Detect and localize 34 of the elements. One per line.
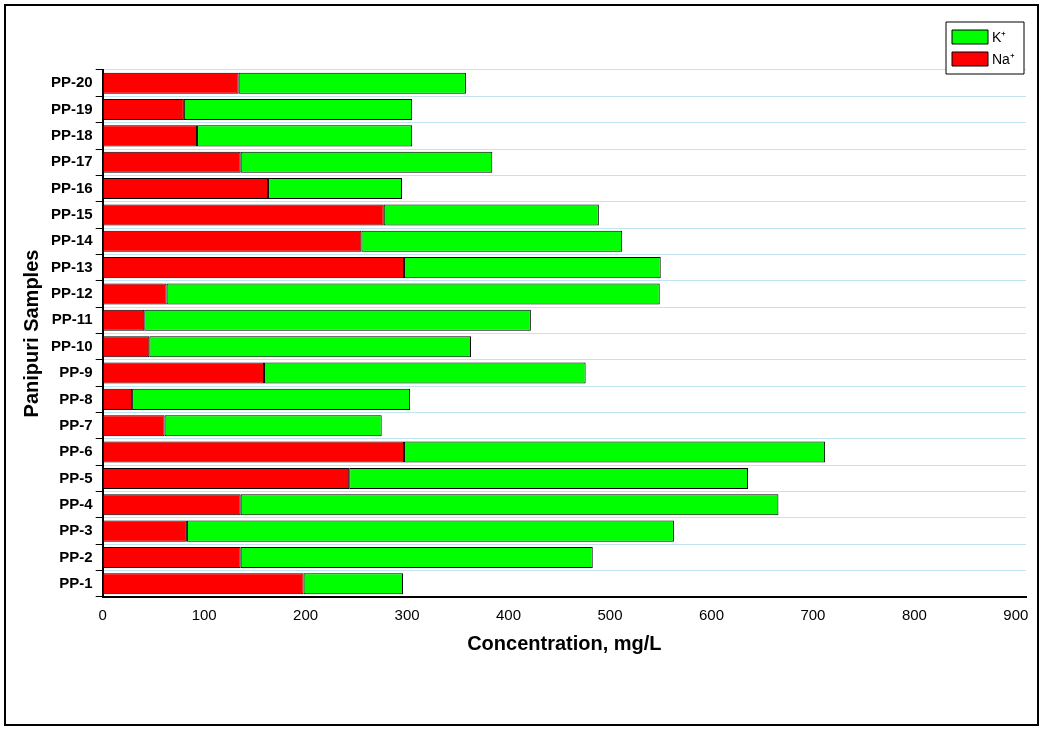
x-tick-label: 600	[698, 606, 724, 624]
y-tick-label: PP-17	[50, 152, 93, 170]
y-tick-label: PP-1	[59, 573, 93, 591]
y-tick-label: PP-4	[59, 494, 94, 512]
y-tick-label: PP-8	[59, 389, 93, 407]
x-tick-label: 700	[800, 606, 826, 624]
y-tick-label: PP-12	[50, 284, 93, 302]
y-tick-label: PP-9	[59, 363, 93, 381]
y-tick-label: PP-20	[50, 73, 93, 91]
y-tick-label: PP-18	[50, 126, 93, 144]
y-tick-label: PP-3	[59, 521, 93, 539]
x-axis-title: Concentration, mg/L	[467, 631, 662, 654]
y-tick-label: PP-10	[50, 336, 93, 354]
y-axis-title: Panipuri Samples	[19, 249, 42, 418]
y-tick-label: PP-2	[59, 547, 93, 565]
y-tick-label: PP-5	[59, 468, 93, 486]
x-tick-label: 200	[293, 606, 319, 624]
x-tick-label: 500	[597, 606, 623, 624]
x-tick-label: 800	[901, 606, 927, 624]
y-tick-label: PP-7	[59, 415, 93, 433]
legend-label: K⁺	[992, 28, 1007, 45]
y-tick-label: PP-11	[51, 310, 93, 328]
y-tick-label: PP-14	[50, 231, 94, 249]
x-tick-label: 300	[394, 606, 420, 624]
x-tick-label: 0	[98, 606, 107, 624]
x-tick-label: 400	[496, 606, 522, 624]
legend-label: Na⁺	[992, 50, 1015, 67]
y-tick-label: PP-15	[50, 205, 93, 223]
y-tick-label: PP-13	[50, 257, 93, 275]
y-tick-label: PP-19	[50, 99, 93, 117]
x-tick-label: 100	[191, 606, 217, 624]
y-tick-label: PP-16	[50, 178, 93, 196]
x-tick-label: 900	[1003, 606, 1029, 624]
y-tick-label: PP-6	[59, 442, 93, 460]
